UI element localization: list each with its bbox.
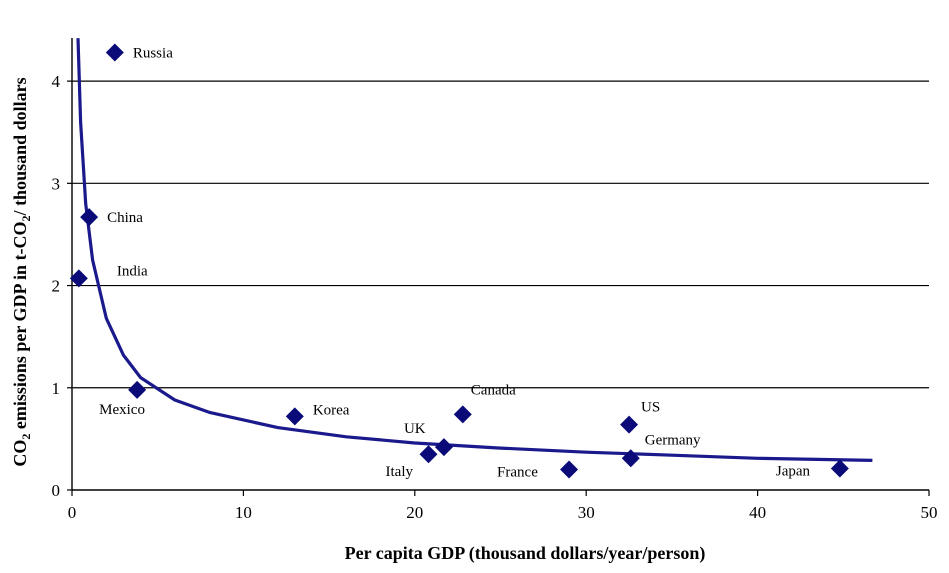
point-uk — [434, 438, 453, 457]
point-label-china: China — [107, 210, 143, 226]
point-label-italy: Italy — [386, 464, 414, 480]
axes — [67, 38, 930, 496]
point-germany — [621, 449, 640, 468]
trend-curve-group — [76, 38, 873, 462]
point-label-uk: UK — [404, 421, 426, 437]
x-tick-label-10: 10 — [235, 503, 252, 522]
gridlines — [72, 80, 929, 389]
point-label-india: India — [117, 263, 148, 279]
x-tick-label-40: 40 — [749, 503, 766, 522]
point-france — [560, 460, 579, 479]
point-japan — [830, 459, 849, 478]
point-korea — [285, 407, 304, 426]
y-tick-label-4: 4 — [52, 72, 61, 91]
point-us — [620, 415, 639, 434]
point-canada — [453, 405, 472, 424]
trend-curve — [76, 38, 873, 462]
point-label-france: France — [497, 465, 538, 481]
point-russia — [105, 43, 124, 62]
y-tick-label-0: 0 — [52, 481, 61, 500]
point-label-germany: Germany — [645, 432, 701, 448]
x-tick-label-0: 0 — [68, 503, 77, 522]
point-labels: Russia China India Mexico Korea Canada UK Italy… — [99, 45, 810, 480]
y-tick-label-1: 1 — [52, 379, 61, 398]
y-tick-label-2: 2 — [52, 277, 61, 296]
point-india — [69, 269, 88, 288]
point-label-canada: Canada — [471, 382, 516, 398]
x-axis-title: Per capita GDP (thousand dollars/year/pe… — [345, 543, 706, 564]
point-label-mexico: Mexico — [99, 402, 145, 418]
point-label-japan: Japan — [776, 464, 811, 480]
y-axis-title: CO2 emissions per GDP in t-CO2/ thousand… — [10, 77, 33, 466]
point-china — [80, 208, 99, 227]
x-tick-label-30: 30 — [578, 503, 595, 522]
point-mexico — [128, 380, 147, 399]
point-italy — [419, 445, 438, 464]
point-label-korea: Korea — [313, 402, 350, 418]
data-points — [69, 43, 849, 479]
x-tick-label-50: 50 — [921, 503, 938, 522]
x-tick-label-20: 20 — [406, 503, 423, 522]
y-tick-label-3: 3 — [52, 174, 61, 193]
point-label-us: US — [641, 400, 660, 416]
point-label-russia: Russia — [133, 45, 173, 61]
